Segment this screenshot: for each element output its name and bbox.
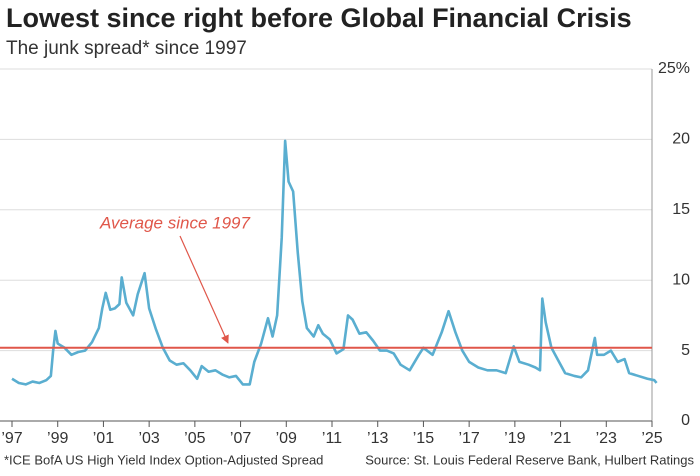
y-tick-label: 20 [672,131,690,148]
footnote: *ICE BofA US High Yield Index Option-Adj… [4,452,323,467]
y-tick-label: 25% [658,60,690,77]
x-tick-label: ’25 [641,430,662,447]
x-tick-label: ’99 [47,430,68,447]
x-tick-label: ’11 [322,430,342,447]
source: Source: St. Louis Federal Reserve Bank, … [365,452,694,467]
y-tick-label: 10 [672,271,690,288]
y-tick-label: 0 [681,412,690,429]
x-tick-label: ’19 [504,430,525,447]
x-tick-label: ’09 [276,430,297,447]
chart-title: Lowest since right before Global Financi… [6,3,632,33]
x-tick-label: ’03 [138,430,159,447]
annotation: Average since 1997 [99,213,251,232]
x-tick-label: ’13 [367,430,388,447]
x-tick-label: ’21 [550,430,571,447]
x-tick-label: ’15 [413,430,434,447]
y-tick-label: 5 [681,342,690,359]
series-line [11,139,658,386]
x-tick-label: ’05 [184,430,205,447]
x-tick-label: ’01 [93,430,114,447]
x-tick-label: ’23 [596,430,617,447]
x-tick-label: ’97 [1,430,22,447]
chart-subtitle: The junk spread* since 1997 [6,38,247,59]
x-tick-label: ’07 [230,430,251,447]
annotation-arrow [179,235,229,344]
x-tick-label: ’17 [458,430,479,447]
y-tick-label: 15 [672,201,690,218]
